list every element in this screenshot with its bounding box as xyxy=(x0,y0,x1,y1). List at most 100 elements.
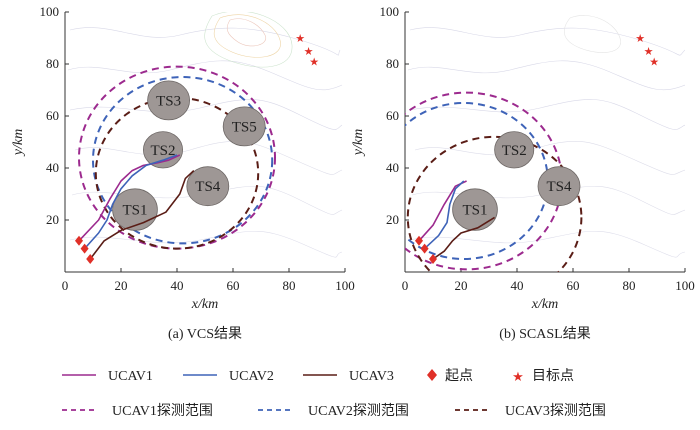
plot-frame xyxy=(404,12,685,273)
x-tick-label: 60 xyxy=(567,278,580,293)
x-axis-label: x/km xyxy=(191,297,218,312)
y-tick-label: 60 xyxy=(46,108,59,123)
path-ucav3 xyxy=(432,216,496,260)
legend-label: UCAV3 xyxy=(349,369,394,384)
threat-label: TS2 xyxy=(150,143,175,159)
target-point: ★ xyxy=(644,46,654,58)
y-tick-label: 100 xyxy=(380,4,400,19)
threat-zones: TS1 TS2 TS3 TS4 TS5 xyxy=(112,80,266,231)
x-tick-label: 60 xyxy=(227,278,240,293)
caption-b: (b) SCASL结果 xyxy=(499,326,590,342)
legend-label: UCAV1探测范围 xyxy=(112,402,213,419)
threat-label: TS4 xyxy=(195,179,221,195)
threat-ts5 xyxy=(222,106,266,147)
start-point xyxy=(420,243,429,254)
plot-frame xyxy=(64,12,345,273)
target-point: ★ xyxy=(304,46,314,58)
threat-label: TS4 xyxy=(546,179,572,195)
threat-label: TS2 xyxy=(502,143,527,159)
threat-label: TS1 xyxy=(462,203,487,219)
threat-ts4 xyxy=(537,166,581,207)
legend-item-ucav3-range: UCAV3探测范围 xyxy=(455,402,606,419)
range-ucav1 xyxy=(405,91,563,271)
legend-label: UCAV2 xyxy=(229,369,274,384)
legend-label: 目标点 xyxy=(532,368,574,384)
path-ucav2 xyxy=(424,180,465,250)
start-point xyxy=(86,254,95,264)
threat-ts2 xyxy=(494,131,535,169)
x-tick-label: 100 xyxy=(335,278,355,293)
legend-label: 起点 xyxy=(445,368,473,384)
path-ucav3 xyxy=(89,170,195,260)
y-tick-label: 80 xyxy=(386,56,399,71)
threat-zones: TS1 TS2 TS4 xyxy=(452,131,581,231)
target-point: ★ xyxy=(295,33,305,45)
legend-label: UCAV3探测范围 xyxy=(505,402,606,419)
x-tick-label: 40 xyxy=(511,278,524,293)
y-tick-label: 20 xyxy=(46,212,59,227)
y-tick-label: 20 xyxy=(386,212,399,227)
x-tick-label: 80 xyxy=(283,278,296,293)
x-tick-label: 20 xyxy=(115,278,128,293)
y-axis-label: y/km xyxy=(351,129,366,157)
x-tick-label: 0 xyxy=(62,278,69,293)
start-point xyxy=(415,235,423,246)
axis-ticks: 0 20 40 60 80 100 20 40 60 80 100 xyxy=(40,4,355,293)
caption-a: (a) VCS结果 xyxy=(168,326,242,342)
start-point xyxy=(429,254,437,264)
path-ucav2 xyxy=(84,154,178,250)
y-tick-label: 40 xyxy=(46,160,59,175)
x-axis-label: x/km xyxy=(531,297,558,312)
start-points xyxy=(415,235,437,264)
target-point: ★ xyxy=(649,56,659,68)
legend-item-ucav1: UCAV1 xyxy=(62,369,153,384)
terrain-contours xyxy=(67,12,343,258)
star-icon: ★ xyxy=(512,369,524,384)
threat-label: TS3 xyxy=(156,93,181,109)
target-points: ★★★ xyxy=(635,33,659,68)
threat-ts4 xyxy=(186,166,230,207)
y-tick-label: 100 xyxy=(40,4,60,19)
legend-item-start: 起点 xyxy=(427,368,473,384)
threat-label: TS5 xyxy=(232,119,257,135)
diamond-icon xyxy=(427,369,437,381)
legend-item-ucav2: UCAV2 xyxy=(183,369,274,384)
legend-item-ucav3: UCAV3 xyxy=(303,369,394,384)
x-tick-label: 40 xyxy=(171,278,184,293)
start-point xyxy=(80,243,89,254)
flight-paths xyxy=(78,154,195,260)
legend: UCAV1 UCAV2 UCAV3 起点 ★ 目标点 UCAV1探测范围 UCA… xyxy=(62,368,606,419)
legend-item-ucav1-range: UCAV1探测范围 xyxy=(62,402,213,419)
y-axis-label: y/km xyxy=(11,129,26,157)
x-tick-label: 100 xyxy=(675,278,695,293)
path-ucav1 xyxy=(78,154,181,242)
target-point: ★ xyxy=(309,56,319,68)
x-tick-label: 20 xyxy=(455,278,468,293)
x-tick-label: 80 xyxy=(623,278,636,293)
start-points xyxy=(75,235,95,264)
flight-paths xyxy=(418,180,496,260)
axis-ticks: 0 20 40 60 80 100 20 40 60 80 100 xyxy=(380,4,695,293)
range-ucav2 xyxy=(92,76,274,245)
range-ucav3 xyxy=(406,135,583,272)
legend-label: UCAV1 xyxy=(108,369,153,384)
threat-ts3 xyxy=(147,80,191,121)
target-point: ★ xyxy=(635,33,645,45)
y-tick-label: 80 xyxy=(46,56,59,71)
threat-ts1 xyxy=(112,188,158,231)
legend-label: UCAV2探测范围 xyxy=(308,402,409,419)
x-tick-label: 0 xyxy=(402,278,409,293)
detection-ranges xyxy=(78,65,276,250)
legend-item-ucav2-range: UCAV2探测范围 xyxy=(258,402,409,419)
y-tick-label: 40 xyxy=(386,160,399,175)
range-ucav3 xyxy=(94,96,260,250)
threat-label: TS1 xyxy=(122,203,147,219)
legend-item-target: ★ 目标点 xyxy=(512,368,574,384)
target-points: ★★★ xyxy=(295,33,319,68)
threat-ts1 xyxy=(452,188,498,231)
y-tick-label: 60 xyxy=(386,108,399,123)
start-point xyxy=(75,235,83,246)
